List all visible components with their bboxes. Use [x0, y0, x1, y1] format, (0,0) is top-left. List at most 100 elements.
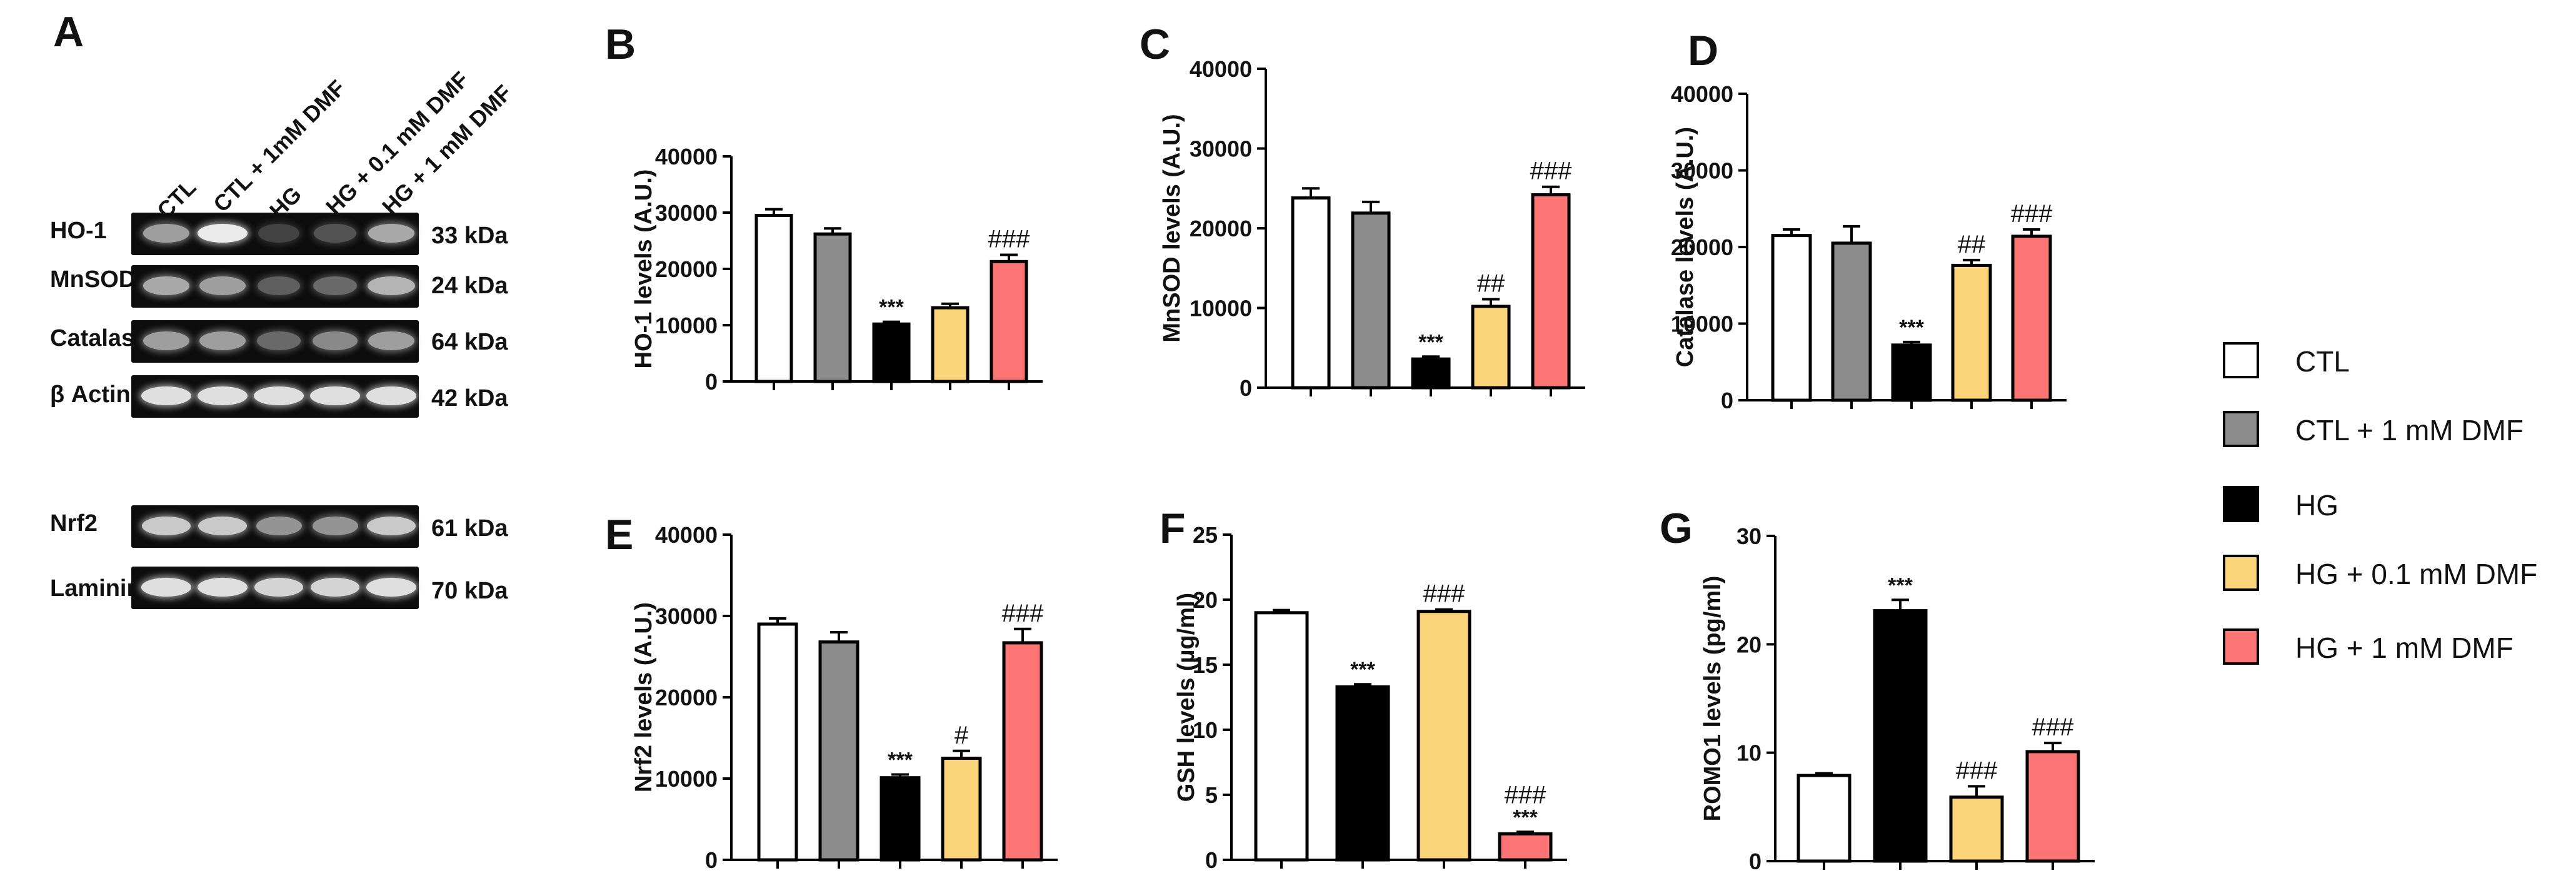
bar [931, 306, 970, 383]
y-axis-title: GSH levels (µg/ml) [1173, 593, 1200, 802]
significance-label: ## [1958, 231, 1986, 258]
blot-band [142, 517, 191, 535]
bar [1873, 609, 1928, 863]
significance-label: *** [1513, 805, 1538, 829]
blot-band [143, 276, 190, 295]
y-tick-label: 30000 [1671, 158, 1733, 184]
significance-label: *** [1899, 316, 1924, 340]
bar [1498, 832, 1553, 862]
blot-band [312, 517, 358, 535]
y-tick-label: 20000 [655, 256, 718, 282]
y-tick-label: 40000 [1190, 59, 1252, 82]
y-tick-label: 0 [705, 369, 718, 395]
y-tick-label: 30000 [655, 603, 718, 629]
blot-label-nrf2: Nrf2 [50, 510, 98, 537]
y-tick-label: 40000 [655, 522, 718, 548]
bar [1471, 305, 1511, 390]
blot-row-beta-actin [131, 375, 419, 418]
y-tick-label: 0 [705, 847, 718, 872]
bar [990, 260, 1028, 383]
bar [818, 640, 860, 862]
kda-nrf2: 61 kDa [431, 515, 508, 542]
blot-band [368, 276, 415, 295]
significance-label: ### [2032, 714, 2074, 741]
blot-band [313, 276, 357, 295]
blot-band [366, 578, 416, 597]
y-tick-label: 30000 [1190, 136, 1252, 162]
panel-label-e: E [605, 511, 634, 558]
bar [1949, 795, 2004, 863]
blot-band [310, 578, 360, 597]
y-tick-label: 10000 [1671, 311, 1733, 337]
y-axis-title: ROMO1 levels (pg/ml) [1700, 576, 1726, 822]
blot-row-nrf2 [131, 505, 419, 548]
blot-band [141, 578, 191, 597]
y-tick-label: 30 [1737, 523, 1762, 549]
y-tick-label: 40000 [655, 144, 718, 169]
kda-mnsod: 24 kDa [431, 273, 508, 299]
y-tick-label: 5 [1205, 782, 1218, 808]
bar [1771, 234, 1812, 402]
chart-romo1: 0 10 20 30 ROMO1 levels (pg/ml) *** ### ### [1700, 523, 2095, 872]
blot-band [197, 224, 248, 243]
kda-beta-actin: 42 kDa [431, 385, 508, 411]
y-tick-label: 25 [1193, 522, 1218, 548]
blot-band [258, 224, 300, 243]
significance-label: *** [888, 749, 913, 772]
significance-label: ### [1530, 158, 1572, 185]
blot-band [143, 224, 189, 243]
y-tick-label: 10000 [655, 766, 718, 792]
bar [1416, 610, 1471, 862]
y-axis-title: Nrf2 levels (A.U.) [631, 602, 657, 792]
y-tick-label: 40000 [1671, 81, 1733, 107]
y-tick-label: 15 [1193, 652, 1218, 678]
significance-label: ### [988, 226, 1030, 253]
bar [1831, 241, 1872, 402]
bar [754, 214, 793, 383]
panel-label-c: C [1140, 21, 1171, 68]
blot-band [312, 331, 358, 350]
legend-swatch-ctl [2223, 342, 2259, 378]
bar [1335, 685, 1390, 862]
significance-label: *** [1888, 573, 1913, 597]
significance-label: ### [1002, 600, 1044, 627]
bar [1531, 193, 1571, 390]
y-tick-label: 10000 [655, 313, 718, 338]
legend-label-hg: HG [2295, 489, 2338, 522]
blot-band [368, 331, 414, 350]
blot-label-beta-actin: β Actin [50, 381, 131, 408]
blot-row-ho1 [131, 213, 419, 255]
bar [1002, 641, 1043, 862]
blot-band [198, 386, 248, 405]
significance-label: ## [1477, 270, 1505, 297]
blot-band [198, 578, 248, 597]
blot-band [367, 517, 416, 535]
y-axis-title: MnSOD levels (A.U.) [1159, 114, 1185, 342]
blot-band [199, 276, 246, 295]
y-tick-label: 20000 [1190, 216, 1252, 241]
y-tick-label: 20000 [655, 685, 718, 710]
chart-nrf2: 0 10000 20000 30000 40000 Nrf2 levels (A.U.) *… [631, 522, 1058, 872]
y-tick-label: 20 [1193, 587, 1218, 613]
y-tick-label: 0 [1240, 375, 1252, 401]
y-tick-label: 10000 [1190, 296, 1252, 321]
panel-label-d: D [1688, 27, 1719, 74]
legend-label-hg-low-dmf: HG + 0.1 mM DMF [2295, 558, 2538, 590]
bar [1351, 211, 1391, 390]
significance-label: *** [1418, 330, 1443, 354]
blot-row-catalase [131, 320, 419, 363]
blot-band [199, 331, 246, 350]
panel-label-f: F [1160, 505, 1186, 552]
bar [2011, 235, 2052, 402]
y-axis-title: HO-1 levels (A.U.) [631, 169, 657, 369]
kda-laminin: 70 kDa [431, 578, 508, 604]
significance-label: ### [1505, 781, 1546, 809]
y-tick-label: 0 [1749, 849, 1762, 872]
y-tick-label: 0 [1205, 847, 1218, 872]
y-tick-label: 10 [1193, 717, 1218, 743]
blot-band [257, 276, 301, 295]
significance-label: # [955, 722, 969, 749]
blot-band [254, 386, 304, 405]
